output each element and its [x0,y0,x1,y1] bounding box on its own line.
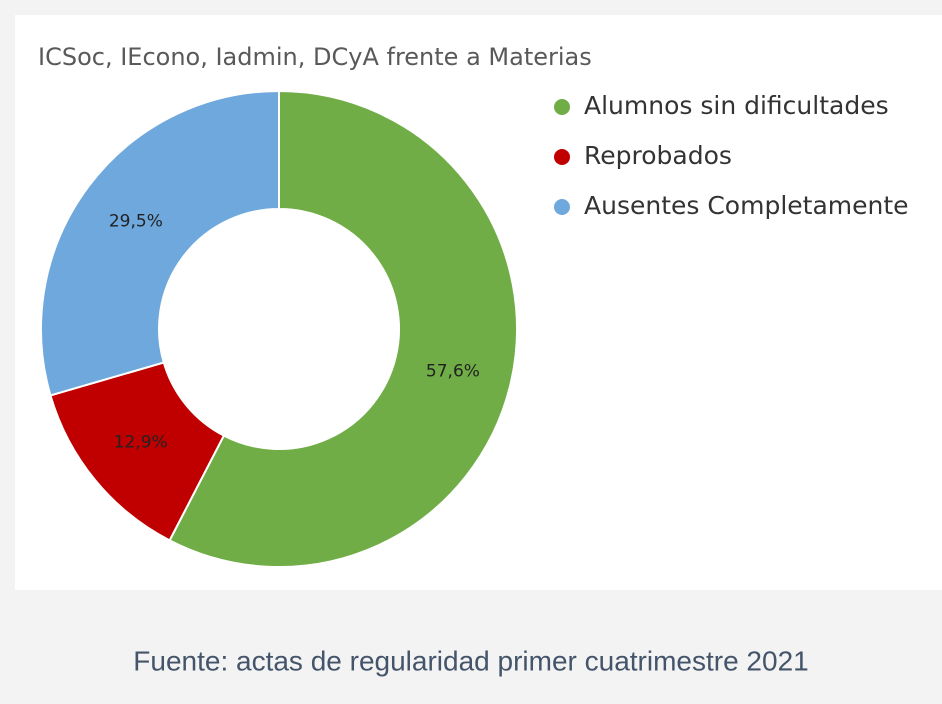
donut-slice [168,89,518,568]
legend-marker [554,99,570,115]
legend-label: Ausentes Completamente [584,191,909,220]
donut-slice [40,89,280,397]
chart-title: ICSoc, IEcono, Iadmin, DCyA frente a Mat… [38,43,592,71]
caption: Fuente: actas de regularidad primer cuat… [133,645,808,676]
legend-marker [554,149,570,165]
data-label: 57,6% [426,361,480,381]
data-label: 29,5% [109,212,163,232]
data-label: 12,9% [114,433,168,453]
legend-marker [554,199,570,215]
legend-label: Alumnos sin dificultades [584,91,889,120]
legend-label: Reprobados [584,141,732,170]
donut-slice [49,361,226,542]
